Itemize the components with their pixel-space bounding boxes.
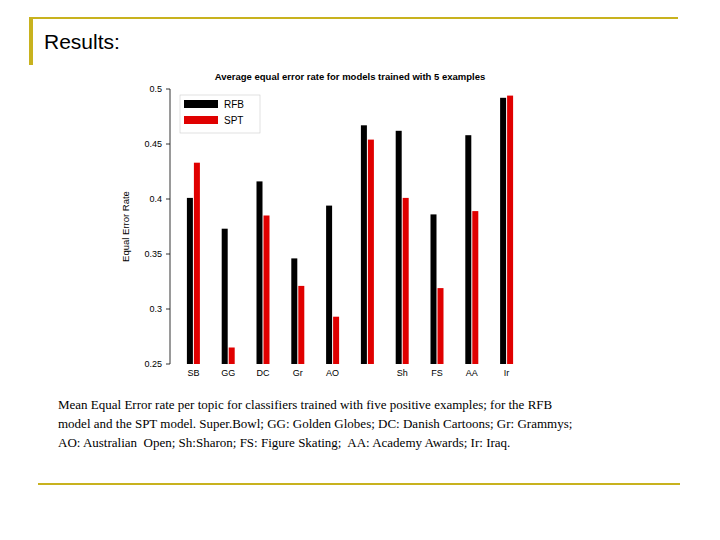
bar bbox=[264, 216, 270, 365]
slide-title: Results: bbox=[44, 30, 120, 53]
y-tick bbox=[166, 89, 170, 90]
bar bbox=[361, 125, 367, 364]
bar bbox=[368, 140, 374, 364]
border-accent bbox=[29, 17, 33, 65]
x-tick-label: Ir bbox=[504, 368, 510, 378]
caption-line: Mean Equal Error rate per topic for clas… bbox=[58, 397, 553, 412]
y-tick-label: 0.3 bbox=[149, 304, 162, 314]
x-tick-label: SB bbox=[187, 368, 199, 378]
y-axis bbox=[170, 89, 171, 364]
legend-swatch bbox=[184, 116, 218, 124]
caption-line: model and the SPT model. Super.Bowl; GG:… bbox=[58, 416, 572, 431]
slide: Results: Average equal error rate for mod… bbox=[0, 0, 720, 540]
border-bottom bbox=[38, 483, 680, 485]
bar bbox=[472, 211, 478, 364]
x-tick-label: GG bbox=[221, 368, 235, 378]
y-tick-label: 0.5 bbox=[149, 84, 162, 94]
bar bbox=[298, 286, 304, 364]
bar bbox=[326, 206, 332, 364]
legend-swatch bbox=[184, 100, 218, 108]
x-tick-label: Sh bbox=[397, 368, 408, 378]
x-tick-label: AO bbox=[326, 368, 339, 378]
y-tick-label: 0.4 bbox=[149, 194, 162, 204]
bar bbox=[403, 198, 409, 364]
bar bbox=[229, 348, 235, 365]
legend-label: SPT bbox=[224, 115, 243, 126]
bars bbox=[187, 96, 513, 364]
bar bbox=[194, 163, 200, 364]
bar bbox=[500, 98, 506, 364]
legend-label: RFB bbox=[224, 99, 244, 110]
bar bbox=[187, 198, 193, 364]
y-tick bbox=[166, 199, 170, 200]
y-tick bbox=[166, 309, 170, 310]
y-tick-label: 0.35 bbox=[144, 249, 162, 259]
caption-line: AO: Australian Open; Sh:Sharon; FS: Figu… bbox=[58, 435, 510, 450]
bar bbox=[465, 135, 471, 364]
y-tick bbox=[166, 144, 170, 145]
bar bbox=[396, 131, 402, 364]
chart-title: Average equal error rate for models trai… bbox=[215, 71, 486, 82]
bar bbox=[222, 229, 228, 364]
x-tick-label: AA bbox=[466, 368, 478, 378]
bar bbox=[438, 288, 444, 364]
x-tick-label: DC bbox=[257, 368, 270, 378]
bar bbox=[333, 317, 339, 364]
x-tick-label: FS bbox=[431, 368, 443, 378]
x-tick-label: Gr bbox=[293, 368, 303, 378]
y-tick-label: 0.45 bbox=[144, 139, 162, 149]
border-top bbox=[29, 17, 678, 19]
y-axis-label: Equal Error Rate bbox=[120, 191, 131, 262]
bar bbox=[507, 96, 513, 364]
y-tick bbox=[166, 254, 170, 255]
bar bbox=[431, 214, 437, 364]
y-tick-label: 0.25 bbox=[144, 359, 162, 369]
y-tick bbox=[166, 364, 170, 365]
bar bbox=[257, 181, 263, 364]
legend-box bbox=[180, 95, 260, 133]
bar bbox=[291, 258, 297, 364]
